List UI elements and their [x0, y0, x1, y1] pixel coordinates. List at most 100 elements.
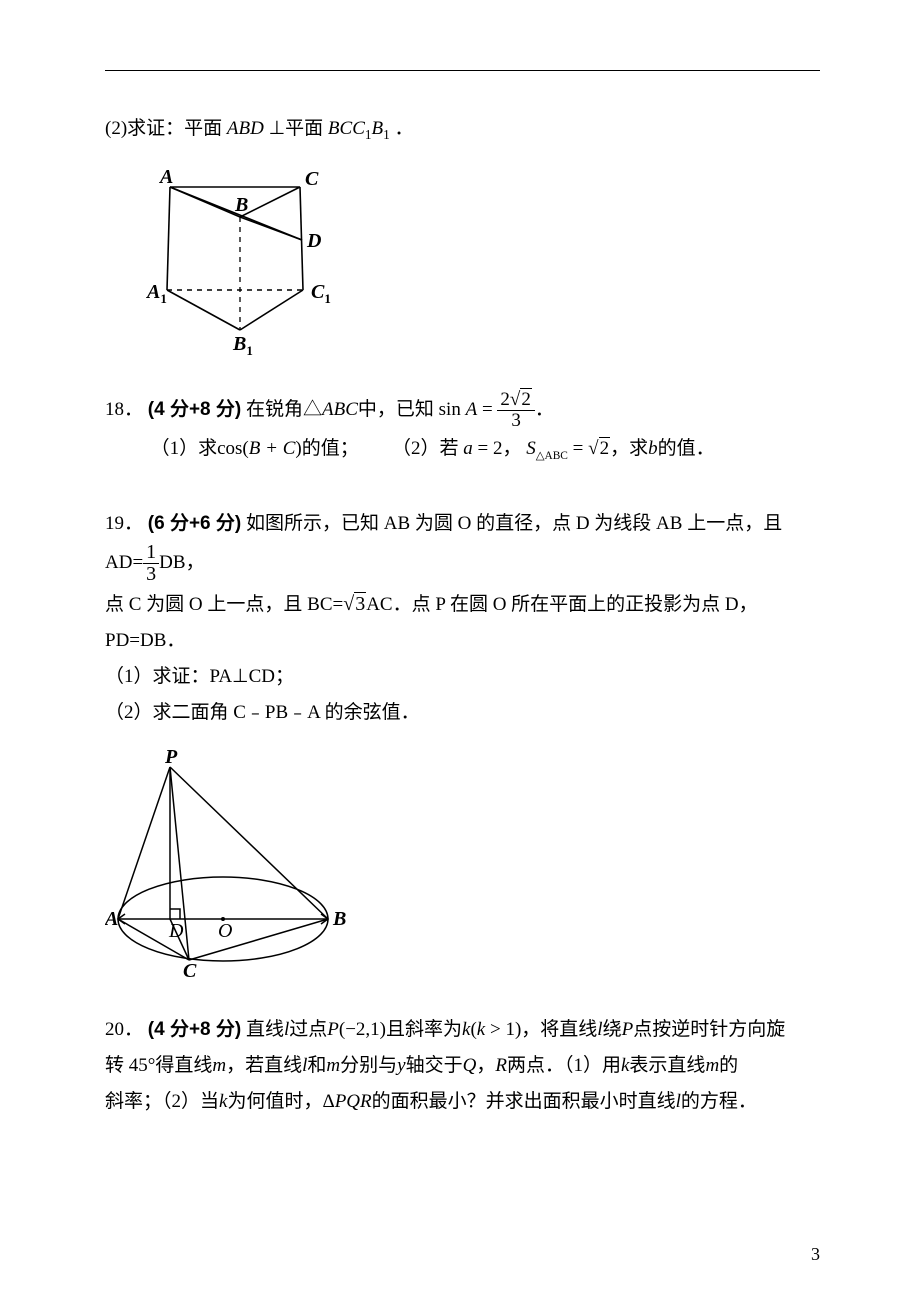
period: ．: [395, 118, 414, 139]
text: 且斜率为: [386, 1019, 462, 1040]
q19-num: 19．: [105, 513, 143, 534]
text: 绕: [603, 1019, 622, 1040]
r: R: [495, 1055, 507, 1076]
s: S: [526, 438, 536, 459]
a: a: [463, 438, 473, 459]
label-a: A: [105, 908, 118, 930]
m3: m: [705, 1055, 719, 1076]
b: b: [648, 438, 658, 459]
text: 表示直线: [629, 1055, 705, 1076]
text: 轴交于: [406, 1055, 463, 1076]
bc: B + C: [249, 438, 296, 459]
label-c: C: [183, 960, 197, 979]
numerator: 2√2: [497, 390, 534, 411]
perp-text: ⊥平面: [269, 118, 328, 139]
eq2: = 2: [473, 438, 503, 459]
q19-sub2: （2）求二面角 C﹣PB﹣A 的余弦值．: [105, 695, 820, 731]
q: Q: [463, 1055, 477, 1076]
sqrt: √2: [510, 388, 532, 410]
text: 的值．: [658, 438, 715, 459]
q20-line3: 斜率；（2）当k为何值时，ΔPQR的面积最小？并求出面积最小时直线l的方程．: [105, 1084, 820, 1120]
text: 转 45°得直线: [105, 1055, 212, 1076]
page-number: 3: [811, 1244, 820, 1265]
text: 过点: [289, 1019, 327, 1040]
radicand: 2: [520, 388, 532, 410]
s-sub: △ABC: [536, 450, 568, 462]
label-b1: B1: [232, 333, 253, 358]
sub1: 1: [365, 127, 372, 142]
text: 点按逆时针方向旋: [633, 1019, 785, 1040]
q18-subs: （1）求cos(B + C)的值； （2）若 a = 2， S△ABC = √2…: [105, 431, 820, 468]
eq3: =: [568, 438, 588, 459]
text: 为何值时，: [227, 1091, 322, 1112]
plane-abd: ABD: [227, 118, 264, 139]
sin: sin: [439, 399, 466, 420]
label-p: P: [164, 749, 178, 768]
segment-pa: [118, 767, 170, 919]
q19: 19． (6 分+6 分) 如图所示，已知 AB 为圆 O 的直径，点 D 为线…: [105, 506, 820, 585]
perp-symbol: ⊥: [269, 118, 286, 139]
comma: ，: [502, 438, 521, 459]
pt: (−2,1): [339, 1019, 386, 1040]
text: 两点．（1）用: [507, 1055, 621, 1076]
q18-points: (4 分+8 分): [148, 399, 241, 420]
label-a: A: [158, 166, 173, 188]
text: ，求: [610, 438, 648, 459]
edge-cc1: [300, 187, 303, 290]
b: B: [372, 118, 384, 139]
bcc: BCC: [328, 118, 365, 139]
eq: =: [477, 399, 497, 420]
sub1-label: （1）求: [151, 438, 218, 459]
p: P: [327, 1019, 339, 1040]
cos-open: cos(: [217, 438, 249, 459]
label-o: O: [218, 920, 232, 942]
prism-svg: A B C D A1 C1 B1: [135, 165, 345, 365]
k2: k: [477, 1019, 485, 1040]
q18-num: 18．: [105, 399, 143, 420]
frac13: 13: [143, 542, 159, 585]
text: 分别与: [340, 1055, 397, 1076]
gt: > 1): [485, 1019, 521, 1040]
page: (2)求证：平面 ABD ⊥平面 BCC1B1 ．: [0, 0, 920, 1300]
label-d: D: [168, 920, 184, 942]
den: 3: [143, 564, 159, 585]
denominator: 3: [497, 411, 534, 431]
two: 2: [500, 389, 510, 410]
text: DB，: [159, 552, 204, 573]
p2: P: [622, 1019, 634, 1040]
text: 和: [307, 1055, 326, 1076]
right-angle: [170, 909, 180, 919]
q19-points: (6 分+6 分): [148, 513, 241, 534]
fraction: 2√23: [497, 390, 534, 431]
q18: 18． (4 分+8 分) 在锐角△ABC中，已知 sin A = 2√23．: [105, 390, 820, 431]
text: ，若直线: [226, 1055, 302, 1076]
q20-num: 20．: [105, 1019, 143, 1040]
edge-aa1: [167, 187, 170, 290]
text: 的值；: [302, 438, 359, 459]
text: ，将直线: [521, 1019, 597, 1040]
sqrt3: √3: [343, 592, 366, 615]
text: ，: [476, 1055, 495, 1076]
edge-b1c1: [240, 290, 303, 330]
sub2-label: （2）若: [392, 438, 459, 459]
text: 的面积最小？并求出面积最小时直线: [372, 1091, 676, 1112]
y: y: [397, 1055, 405, 1076]
label-a1: A1: [145, 281, 167, 306]
label-c: C: [305, 168, 319, 190]
q19-line2: 点 C 为圆 O 上一点，且 BC=√3AC．点 P 在圆 O 所在平面上的正投…: [105, 585, 820, 659]
text: 点 C 为圆 O 上一点，且 BC=: [105, 594, 343, 615]
abc: ABC: [322, 399, 358, 420]
text: 中，已知: [358, 399, 434, 420]
segment-bc: [189, 919, 328, 960]
edge-bd: [240, 217, 302, 240]
text: 斜率；（2）当: [105, 1091, 219, 1112]
radicand: 2: [599, 437, 611, 459]
fig-prism: A B C D A1 C1 B1: [135, 165, 820, 370]
q20: 20． (4 分+8 分) 直线l过点P(−2,1)且斜率为k(k > 1)，将…: [105, 1012, 820, 1048]
horizontal-rule: [105, 70, 820, 71]
sub1b: 1: [383, 127, 390, 142]
circle-svg: P A B C D O: [105, 749, 355, 979]
center-dot: [221, 917, 225, 921]
text: (2)求证：平面: [105, 118, 222, 139]
pqr: PQR: [335, 1091, 372, 1112]
